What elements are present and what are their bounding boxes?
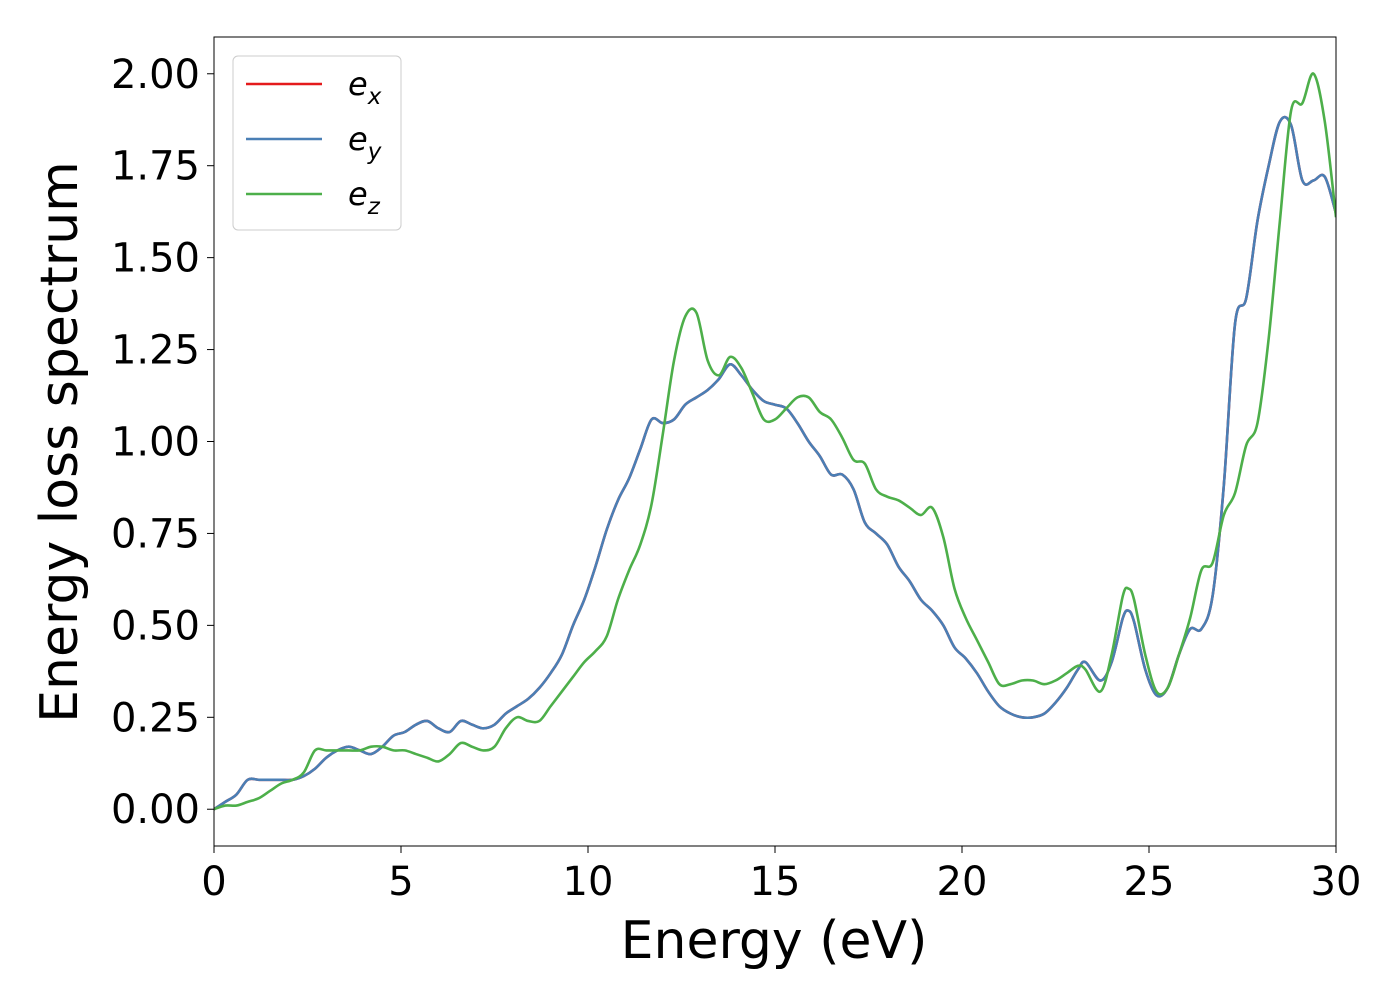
y-tick-label: 1.75 <box>111 144 200 190</box>
y-axis: 0.00 0.25 0.50 0.75 1.00 1.25 1.50 1.75 2.00 <box>111 52 214 833</box>
y-tick-label: 1.50 <box>111 236 200 282</box>
y-tick-label: 1.25 <box>111 328 200 374</box>
y-tick-label: 0.00 <box>111 787 200 833</box>
y-tick-label: 0.75 <box>111 511 200 557</box>
legend-label: ey <box>348 120 382 165</box>
series-line-ez <box>214 72 1336 811</box>
x-tick-label: 30 <box>1311 859 1362 905</box>
x-tick-label: 25 <box>1124 859 1175 905</box>
x-axis-label: Energy (eV) <box>621 911 928 971</box>
legend-box <box>232 55 402 231</box>
y-tick-label: 0.25 <box>111 695 200 741</box>
legend: ex ey ez <box>232 55 402 231</box>
legend-label: ex <box>348 65 382 110</box>
x-tick-label: 5 <box>388 859 413 905</box>
y-tick-label: 2.00 <box>111 52 200 98</box>
y-axis-label: Energy loss spectrum <box>30 161 90 723</box>
plot-frame <box>213 36 1337 847</box>
y-tick-label: 0.50 <box>111 603 200 649</box>
x-tick-label: 20 <box>937 859 988 905</box>
x-axis: 0 5 10 15 20 25 30 <box>201 846 1361 905</box>
y-tick-label: 1.00 <box>111 420 200 466</box>
x-tick-label: 15 <box>750 859 801 905</box>
x-tick-label: 0 <box>201 859 226 905</box>
x-tick-label: 10 <box>563 859 614 905</box>
legend-label: ez <box>348 175 381 220</box>
